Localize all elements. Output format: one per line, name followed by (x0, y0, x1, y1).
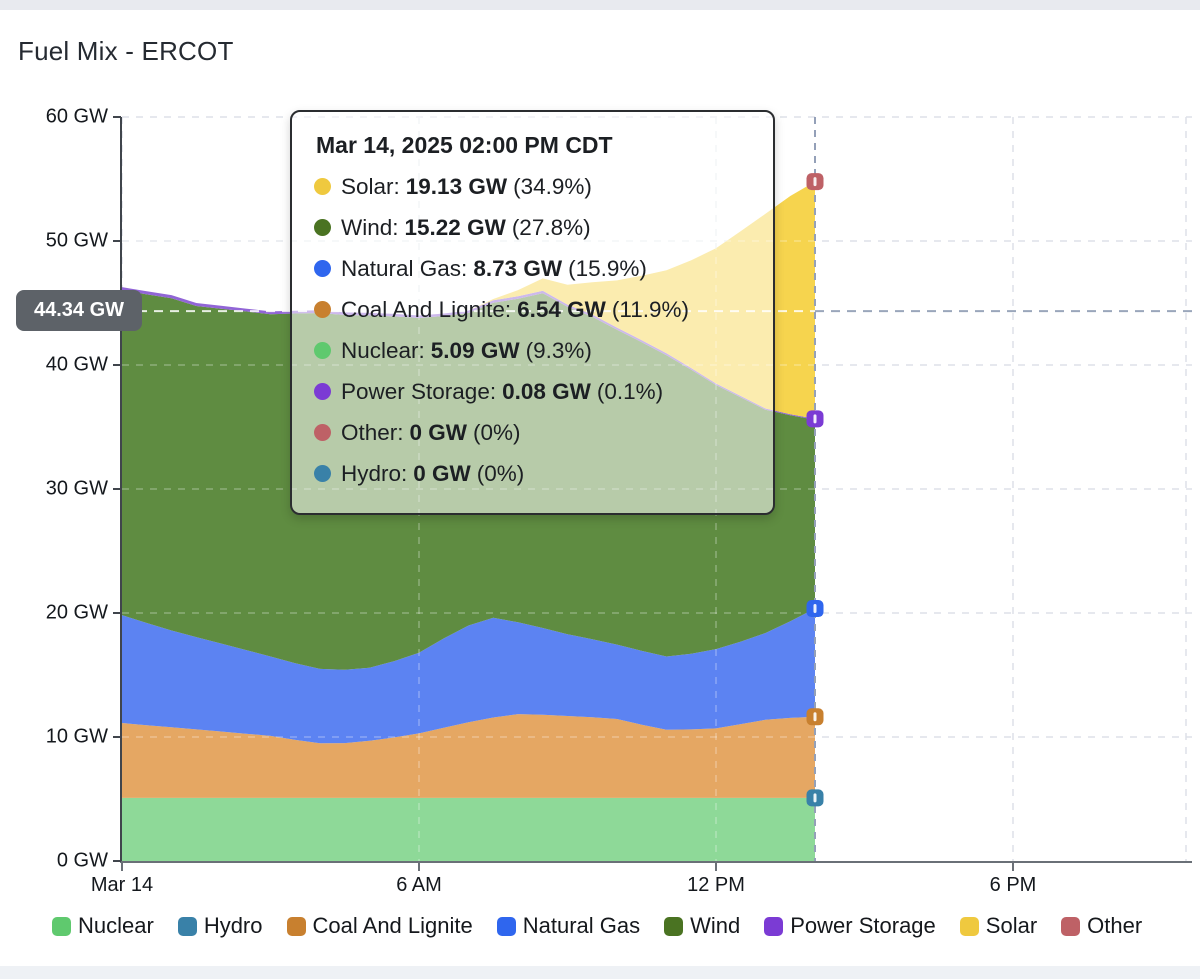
y-tick-label: 60 GW (45, 105, 108, 128)
legend-label: Natural Gas (522, 913, 641, 938)
bottom-strip (0, 966, 1200, 979)
tooltip-series-percent: (0%) (473, 419, 521, 445)
legend-label: Solar (985, 913, 1038, 938)
y-tick-label: 10 GW (45, 725, 108, 748)
tooltip-series-value: 19.13 GW (405, 173, 508, 199)
tooltip-series-label: Power Storage: (341, 378, 497, 404)
tooltip-series-label: Wind: (341, 214, 399, 240)
tooltip-row: Power Storage: 0.08 GW (0.1%) (314, 371, 755, 412)
y-tick-label: 50 GW (45, 229, 108, 252)
tooltip-series-percent: (0%) (476, 460, 525, 486)
tooltip-series-percent: (34.9%) (513, 173, 592, 199)
tooltip-series-percent: (9.3%) (525, 337, 592, 363)
tooltip-series-value: 0 GW (409, 419, 468, 445)
area-nuclear (122, 797, 815, 861)
tooltip-series-label: Coal And Lignite: (341, 296, 512, 322)
tooltip-series-value: 0 GW (413, 460, 471, 486)
x-tick-label: 6 PM (989, 874, 1037, 896)
legend-item-coal-and-lignite[interactable]: Coal And Lignite (286, 913, 473, 939)
tooltip-series-label: Other: (341, 419, 404, 445)
tooltip-row: Nuclear: 5.09 GW (9.3%) (314, 330, 755, 371)
legend-item-nuclear[interactable]: Nuclear (52, 913, 154, 939)
tooltip-series-label: Natural Gas: (341, 255, 468, 281)
legend-swatch-icon (764, 916, 784, 936)
legend-item-solar[interactable]: Solar (959, 913, 1038, 939)
series-dot-icon (314, 301, 331, 318)
top-strip (0, 0, 1200, 10)
y-tick-label: 20 GW (45, 601, 108, 624)
legend-label: Nuclear (78, 913, 154, 938)
series-dot-icon (314, 342, 331, 359)
series-dot-icon (314, 465, 331, 482)
x-tick-label: 12 PM (687, 874, 745, 896)
legend-item-power-storage[interactable]: Power Storage (764, 913, 936, 939)
x-tick-label: Mar 14 (90, 874, 154, 896)
legend-item-wind[interactable]: Wind (664, 913, 740, 939)
tooltip-series-label: Hydro: (341, 460, 408, 486)
tooltip-series-value: 8.73 GW (473, 255, 563, 281)
series-dot-icon (314, 260, 331, 277)
tooltip-title: Mar 14, 2025 02:00 PM CDT (316, 132, 613, 158)
legend-label: Hydro (203, 913, 263, 938)
series-dot-icon (314, 178, 331, 195)
tooltip-row: Other: 0 GW (0%) (314, 412, 755, 453)
tooltip-series-value: 6.54 GW (517, 296, 606, 322)
area-coal-and-lignite (122, 714, 815, 798)
legend-label: Coal And Lignite (312, 913, 473, 938)
legend-swatch-icon (664, 916, 684, 936)
tooltip-series-value: 15.22 GW (404, 214, 506, 240)
series-dot-icon (314, 383, 331, 400)
tooltip-series-percent: (15.9%) (568, 255, 647, 281)
current-total-badge: 44.34 GW (16, 290, 142, 331)
y-tick-label: 0 GW (56, 849, 108, 872)
legend-item-natural-gas[interactable]: Natural Gas (496, 913, 641, 939)
legend-swatch-icon (177, 916, 197, 936)
y-tick-label: 30 GW (45, 477, 108, 500)
tooltip-row: Wind: 15.22 GW (27.8%) (314, 207, 755, 248)
legend-label: Other (1087, 913, 1143, 938)
tooltip-series-value: 5.09 GW (430, 337, 520, 363)
series-dot-icon (314, 424, 331, 441)
legend-label: Power Storage (790, 913, 936, 938)
legend-item-other[interactable]: Other (1061, 913, 1142, 939)
chart-tooltip: Mar 14, 2025 02:00 PM CDT Solar: 19.13 GW… (290, 110, 775, 515)
legend-item-hydro[interactable]: Hydro (177, 913, 263, 939)
tooltip-row: Natural Gas: 8.73 GW (15.9%) (314, 248, 755, 289)
x-tick-label: 6 AM (396, 874, 442, 896)
tooltip-row: Hydro: 0 GW (0%) (314, 453, 755, 494)
tooltip-series-percent: (27.8%) (511, 214, 591, 240)
page-title: Fuel Mix - ERCOT (18, 36, 234, 66)
tooltip-row: Solar: 19.13 GW (34.9%) (314, 166, 755, 207)
series-dot-icon (314, 219, 331, 236)
tooltip-series-label: Nuclear: (341, 337, 425, 363)
area-natural-gas (122, 608, 815, 744)
tooltip-rows: Solar: 19.13 GW (34.9%) Wind: 15.22 GW (27.8%… (314, 166, 755, 494)
tooltip-series-percent: (11.9%) (611, 296, 690, 322)
chart-legend: Nuclear Hydro Coal And Lignite Natural Gas W… (0, 906, 1200, 946)
legend-swatch-icon (286, 916, 306, 936)
legend-swatch-icon (496, 916, 516, 936)
legend-swatch-icon (959, 916, 979, 936)
tooltip-series-percent: (0.1%) (596, 378, 664, 404)
legend-swatch-icon (52, 916, 71, 936)
tooltip-series-value: 0.08 GW (502, 378, 591, 404)
y-tick-label: 40 GW (45, 353, 108, 376)
legend-swatch-icon (1061, 916, 1081, 936)
legend-label: Wind (690, 913, 741, 938)
tooltip-series-label: Solar: (341, 173, 400, 199)
tooltip-row: Coal And Lignite: 6.54 GW (11.9%) (314, 289, 755, 330)
